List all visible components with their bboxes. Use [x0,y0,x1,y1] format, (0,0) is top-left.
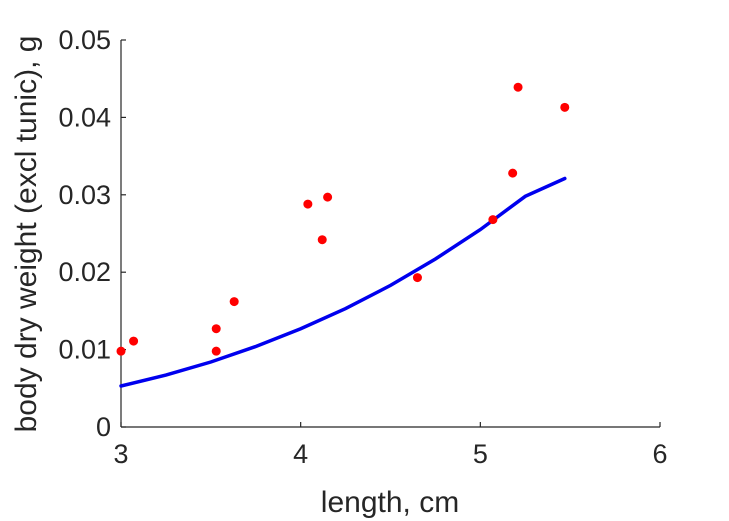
data-point [513,82,523,92]
data-point [560,102,570,112]
y-tick-label: 0.05 [58,25,111,55]
x-tick-label: 4 [293,439,308,469]
data-point [211,324,221,334]
axes [120,40,660,428]
data-point [303,199,313,209]
data-point [323,192,333,202]
marks [116,82,570,388]
data-point [229,297,239,307]
y-tick-label: 0.01 [58,335,111,365]
data-point [211,346,221,356]
data-point [508,168,518,178]
data-point [129,336,139,346]
data-point [488,215,498,225]
x-tick-label: 6 [652,439,667,469]
x-axis-label: length, cm [321,486,459,519]
x-tick-label: 3 [113,439,128,469]
y-tick-label: 0.04 [58,102,111,132]
y-axis-label: body dry weight (excl tunic), g [10,36,43,433]
data-point [317,235,327,245]
ticks: 3 4 5 6 0 0.01 0.02 0.03 0.04 0.05 [58,25,667,469]
data-point [412,273,422,283]
x-tick-label: 5 [473,439,488,469]
y-tick-label: 0.03 [58,180,111,210]
y-tick-label: 0.02 [58,257,111,287]
data-point [116,346,126,356]
fit-curve [119,176,567,388]
y-tick-label: 0 [96,412,111,442]
